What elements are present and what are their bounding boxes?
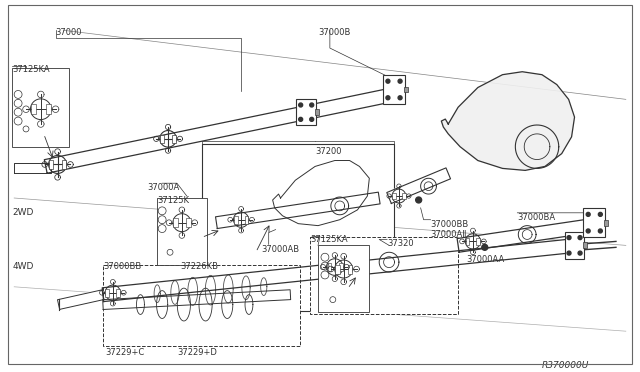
- Circle shape: [299, 118, 303, 121]
- Text: 37000: 37000: [56, 28, 82, 37]
- Text: 37125K: 37125K: [157, 196, 189, 205]
- Bar: [348, 264, 353, 273]
- Bar: [465, 238, 470, 245]
- Text: 37226KB: 37226KB: [180, 262, 218, 271]
- Text: 37000BB: 37000BB: [431, 220, 468, 229]
- Circle shape: [567, 235, 571, 240]
- Circle shape: [398, 96, 402, 100]
- Bar: [584, 208, 605, 237]
- Bar: [564, 231, 584, 259]
- Polygon shape: [457, 219, 592, 252]
- Polygon shape: [102, 238, 577, 302]
- Bar: [172, 135, 176, 143]
- Text: 37000AB: 37000AB: [261, 246, 299, 254]
- Text: 37320: 37320: [387, 240, 413, 248]
- Text: 2WD: 2WD: [12, 208, 33, 217]
- Bar: [31, 104, 36, 115]
- Circle shape: [310, 118, 314, 121]
- Circle shape: [310, 103, 314, 107]
- Text: 37000A: 37000A: [147, 183, 180, 192]
- Bar: [45, 104, 51, 115]
- Polygon shape: [44, 88, 396, 173]
- Bar: [157, 198, 207, 265]
- Bar: [327, 263, 331, 271]
- Text: R370000U: R370000U: [542, 361, 589, 370]
- Bar: [315, 109, 319, 115]
- Polygon shape: [14, 163, 51, 173]
- Bar: [12, 68, 69, 147]
- Bar: [116, 289, 120, 296]
- Bar: [49, 160, 54, 169]
- Circle shape: [578, 235, 582, 240]
- Text: 37000AA: 37000AA: [466, 255, 504, 264]
- Circle shape: [416, 197, 422, 203]
- Bar: [310, 237, 458, 314]
- Text: 37125KA: 37125KA: [310, 235, 348, 244]
- Circle shape: [386, 79, 390, 83]
- Bar: [186, 218, 191, 227]
- Text: 37000BA: 37000BA: [517, 213, 556, 222]
- Bar: [202, 144, 394, 311]
- Circle shape: [299, 103, 303, 107]
- Bar: [106, 289, 109, 296]
- Bar: [584, 243, 588, 248]
- Circle shape: [398, 79, 402, 83]
- Polygon shape: [216, 192, 380, 228]
- Circle shape: [586, 229, 590, 233]
- Circle shape: [567, 251, 571, 255]
- Bar: [173, 218, 178, 227]
- Circle shape: [578, 251, 582, 255]
- Polygon shape: [102, 290, 291, 310]
- Bar: [392, 193, 396, 199]
- Polygon shape: [58, 290, 104, 310]
- Circle shape: [598, 229, 602, 233]
- Bar: [604, 220, 608, 226]
- Circle shape: [586, 212, 590, 217]
- Polygon shape: [442, 72, 575, 170]
- Bar: [296, 99, 316, 125]
- Bar: [234, 216, 237, 224]
- Bar: [335, 264, 340, 273]
- Text: 4WD: 4WD: [12, 262, 33, 271]
- Bar: [61, 160, 67, 169]
- Circle shape: [482, 244, 488, 250]
- Bar: [402, 193, 406, 199]
- Bar: [103, 265, 300, 346]
- Text: 37200: 37200: [315, 147, 342, 156]
- Text: 37125KA: 37125KA: [12, 65, 50, 74]
- Bar: [404, 87, 408, 93]
- Text: 37000BB: 37000BB: [103, 262, 141, 271]
- Bar: [160, 135, 164, 143]
- Polygon shape: [387, 168, 451, 203]
- Bar: [244, 216, 248, 224]
- Bar: [318, 246, 369, 312]
- Bar: [383, 75, 405, 104]
- Text: 37000B: 37000B: [318, 28, 351, 37]
- Text: 37229+D: 37229+D: [177, 348, 217, 357]
- Bar: [476, 238, 480, 245]
- Circle shape: [598, 212, 602, 217]
- Text: 37229+C: 37229+C: [105, 348, 144, 357]
- Text: 37000AⅡ: 37000AⅡ: [431, 230, 467, 238]
- Circle shape: [386, 96, 390, 100]
- Bar: [339, 263, 343, 271]
